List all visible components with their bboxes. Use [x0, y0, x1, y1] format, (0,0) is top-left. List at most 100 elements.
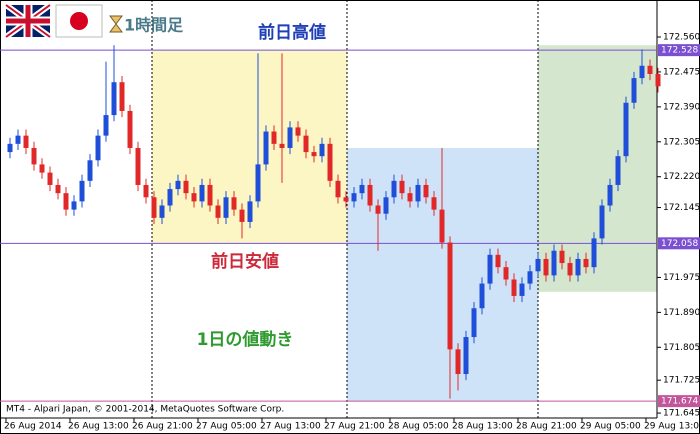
annotation: 前日安値: [211, 251, 279, 272]
candle-body: [175, 180, 181, 190]
candle-body: [215, 205, 221, 218]
candle-body: [367, 184, 373, 206]
x-tick-label: 26 Aug 21:00: [132, 422, 193, 432]
level-label: 171.674: [661, 397, 698, 407]
candle-body: [343, 197, 349, 202]
candle-body: [87, 160, 93, 181]
x-tick-label: 29 Aug 13:00: [644, 422, 700, 432]
annotation: 1日の値動き: [197, 329, 294, 350]
candle-body: [71, 201, 77, 210]
candle-body: [551, 250, 557, 276]
candle-body: [39, 164, 45, 173]
candle-body: [31, 147, 37, 165]
candle-body: [455, 349, 461, 375]
candle-body: [327, 143, 333, 181]
annotation: 前日高値: [258, 22, 326, 43]
candle-body: [479, 283, 485, 309]
candle-body: [295, 127, 301, 136]
candle-body: [303, 135, 309, 153]
y-tick-label: 172.390: [663, 102, 700, 112]
level-label: 172.058: [661, 239, 698, 249]
footer: MT4 - Alpari Japan, © 2001-2014, MetaQuo…: [6, 405, 284, 415]
hourglass-icon: [109, 15, 123, 33]
x-tick-label: 28 Aug 05:00: [388, 422, 449, 432]
candle-body: [415, 184, 421, 202]
candle-body: [103, 115, 109, 136]
x-tick-label: 27 Aug 05:00: [196, 422, 257, 432]
candle-body: [55, 184, 61, 194]
candle-body: [623, 102, 629, 157]
candle-body: [447, 242, 453, 350]
y-tick-label: 171.725: [663, 376, 700, 386]
candle-body: [375, 205, 381, 214]
candle-body: [503, 267, 509, 280]
candle-body: [239, 209, 245, 222]
candle-body: [575, 258, 581, 276]
candle-body: [511, 279, 517, 296]
candle-body: [287, 127, 293, 148]
y-tick-label: 171.805: [663, 343, 700, 353]
candle-body: [543, 258, 549, 276]
candle-body: [311, 152, 317, 157]
candle-body: [607, 184, 613, 206]
japan-flag: [55, 4, 103, 38]
candle-body: [495, 254, 501, 268]
candle-body: [471, 308, 477, 338]
candle-body: [15, 135, 21, 144]
candle-body: [399, 180, 405, 194]
candle-body: [207, 184, 213, 206]
x-tick-label: 26 Aug 13:00: [68, 422, 129, 432]
y-tick-label: 172.475: [663, 67, 700, 77]
candle-body: [23, 135, 29, 148]
candle-body: [391, 180, 397, 198]
candle-body: [271, 131, 277, 144]
candle-body: [383, 197, 389, 214]
candle-body: [631, 78, 637, 103]
y-tick-label: 172.220: [663, 172, 700, 182]
candle-body: [583, 258, 589, 268]
level-label-bg: [658, 395, 700, 408]
candle-body: [135, 147, 141, 185]
candle-body: [431, 197, 437, 210]
uk-flag: [4, 2, 52, 40]
candle-body: [95, 135, 101, 161]
candle-body: [255, 164, 261, 202]
level-label-bg: [658, 237, 700, 250]
level-label: 172.528: [661, 46, 698, 56]
candle-body: [279, 143, 285, 148]
x-tick-label: 26 Aug 2014: [4, 422, 62, 432]
candle-body: [335, 180, 341, 198]
candle-body: [599, 205, 605, 239]
candle-body: [191, 193, 197, 202]
x-tick-label: 28 Aug 21:00: [516, 422, 577, 432]
y-tick-label: 171.975: [663, 273, 700, 283]
candle-body: [183, 180, 189, 194]
candle-body: [407, 193, 413, 202]
candle-body: [231, 197, 237, 210]
candle-body: [263, 131, 269, 165]
candle-body: [615, 156, 621, 185]
candle-body: [79, 180, 85, 202]
timeframe: 1時間足: [124, 16, 184, 35]
candle-body: [167, 189, 173, 206]
candle-body: [423, 184, 429, 198]
candle-body: [63, 193, 69, 210]
candle-body: [359, 184, 365, 194]
candle-body: [47, 172, 53, 185]
candle-body: [319, 143, 325, 157]
x-tick-label: 27 Aug 13:00: [260, 422, 321, 432]
candle-body: [119, 82, 125, 111]
candle-body: [519, 283, 525, 296]
candle-body: [143, 184, 149, 198]
x-tick-label: 29 Aug 05:00: [580, 422, 641, 432]
y-tick-label: 171.890: [663, 308, 700, 318]
candle-body: [567, 263, 573, 276]
candle-body: [647, 65, 653, 74]
candle-body: [199, 184, 205, 202]
y-tick-label: 172.305: [663, 137, 700, 147]
candle-body: [247, 201, 253, 222]
candle-body: [351, 193, 357, 202]
zone: [538, 45, 657, 292]
candle-body: [151, 197, 157, 218]
